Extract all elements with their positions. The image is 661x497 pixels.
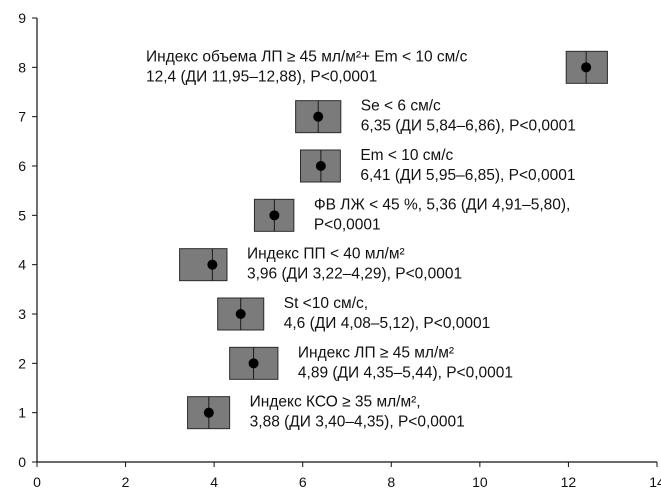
data-point <box>315 161 326 171</box>
point-label: 4,6 (ДИ 4,08–5,12), P<0,0001 <box>284 315 491 332</box>
x-tick-label: 10 <box>472 474 488 490</box>
data-point <box>207 259 218 270</box>
y-tick-label: 0 <box>18 454 26 470</box>
point-label: 3,88 (ДИ 3,40–4,35), P<0,0001 <box>250 414 465 431</box>
y-tick-label: 6 <box>18 158 26 174</box>
point-label: 12,4 (ДИ 11,95–12,88), P<0,0001 <box>146 68 377 85</box>
point-label: 3,96 (ДИ 3,22–4,29), P<0,0001 <box>247 266 462 283</box>
data-point <box>235 309 246 319</box>
x-tick-label: 12 <box>561 474 577 490</box>
y-tick-label: 4 <box>18 257 26 273</box>
point-label: Индекс ЛП ≥ 45 мл/м² <box>298 344 454 361</box>
point-label: Индекс ПП < 40 мл/м² <box>247 246 405 263</box>
x-tick-label: 2 <box>122 474 130 490</box>
x-tick-label: 8 <box>387 474 395 490</box>
data-point <box>248 358 259 369</box>
point-label: Индекс КСО ≥ 35 мл/м², <box>250 394 421 411</box>
y-tick-label: 7 <box>18 109 26 125</box>
data-point <box>313 111 324 122</box>
y-tick-label: 8 <box>18 59 26 75</box>
point-label: 6,41 (ДИ 5,95–6,85), P<0,0001 <box>360 167 575 184</box>
chart-marks <box>179 50 608 430</box>
point-label: Em < 10 см/с <box>360 147 453 164</box>
point-label: 4,89 (ДИ 4,35–5,44), P<0,0001 <box>298 364 513 381</box>
y-tick-label: 3 <box>18 306 26 322</box>
data-point <box>581 62 592 73</box>
point-label: Индекс объема ЛП ≥ 45 мл/м²+ Em < 10 см/… <box>146 48 468 65</box>
point-label: ФВ ЛЖ < 45 %, 5,36 (ДИ 4,91–5,80), <box>314 196 571 213</box>
y-tick-label: 9 <box>18 10 26 26</box>
annotations: Индекс объема ЛП ≥ 45 мл/м²+ Em < 10 см/… <box>146 48 576 430</box>
y-tick-label: 2 <box>18 355 26 371</box>
point-label: Se < 6 см/с <box>361 98 441 115</box>
x-tick-label: 14 <box>649 474 661 490</box>
ci-box <box>179 248 228 282</box>
point-label: P<0,0001 <box>314 216 381 233</box>
y-tick-label: 5 <box>18 207 26 223</box>
point-label: 6,35 (ДИ 5,84–6,86), P<0,0001 <box>361 118 576 135</box>
x-tick-label: 0 <box>33 474 41 490</box>
y-tick-label: 1 <box>18 405 26 421</box>
data-point <box>203 407 214 418</box>
data-point <box>269 210 280 221</box>
point-label: St <10 см/с, <box>284 295 368 312</box>
x-tick-label: 6 <box>299 474 307 490</box>
x-tick-label: 4 <box>210 474 218 490</box>
